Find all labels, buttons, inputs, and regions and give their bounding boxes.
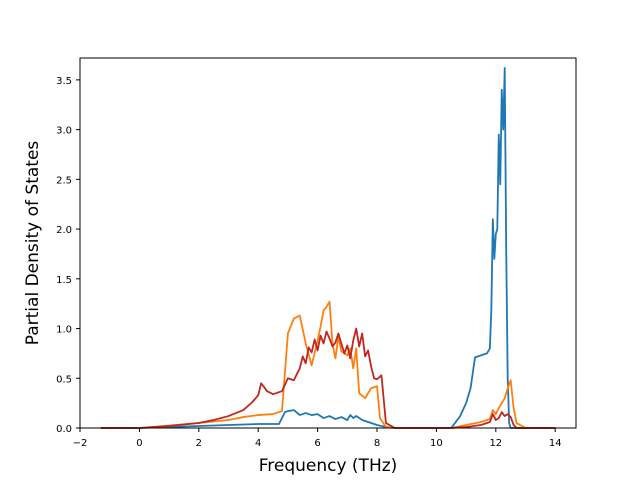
y-tick-label: 3.0 [56,126,72,137]
x-tick-label: 0 [136,438,142,449]
y-tick-label: 2.0 [56,225,72,236]
y-tick-label: 1.0 [56,325,72,336]
series-line-1 [100,300,556,429]
y-tick-label: 3.5 [56,76,72,87]
y-ticks: 0.0 0.5 1.0 1.5 2.0 2.5 3.0 3.5 [56,76,80,435]
x-tick-label: 14 [549,438,562,449]
plot-frame [79,57,577,429]
x-tick-label: 4 [255,438,261,449]
series-line-2 [100,327,556,429]
x-ticks: −2 0 2 4 6 8 10 12 14 [73,428,562,449]
x-tick-label: 2 [196,438,202,449]
y-tick-label: 0.0 [56,424,72,435]
x-tick-label: 6 [314,438,320,449]
x-tick-label: 10 [430,438,443,449]
x-tick-label: 8 [374,438,380,449]
x-tick-label: 12 [489,438,502,449]
x-axis-label: Frequency (THz) [259,456,398,476]
y-axis-label: Partial Density of States [23,141,43,346]
y-tick-label: 2.5 [56,175,72,186]
x-tick-label: −2 [73,438,88,449]
y-tick-label: 1.5 [56,275,72,286]
y-tick-label: 0.5 [56,374,72,385]
